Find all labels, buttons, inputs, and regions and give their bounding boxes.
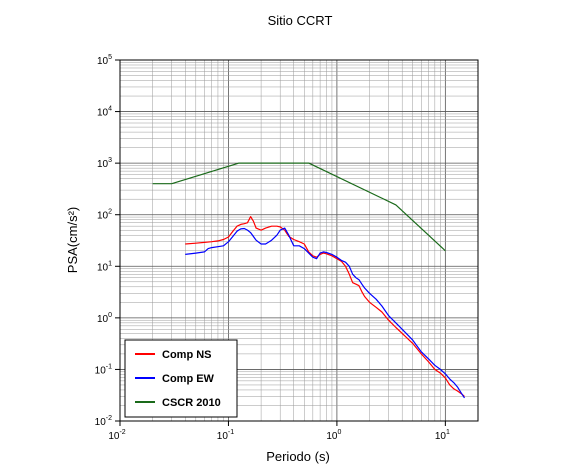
chart-title: Sitio CCRT	[268, 13, 333, 28]
y-tick-label: 102	[97, 209, 112, 222]
x-tick-label: 101	[435, 429, 450, 442]
y-tick-label: 104	[97, 106, 112, 119]
y-tick-label: 105	[97, 54, 112, 67]
y-tick-label: 101	[97, 260, 112, 273]
x-tick-label: 10-2	[108, 429, 125, 442]
y-axis-label: PSA(cm/s²)	[65, 207, 80, 273]
y-tick-label: 103	[97, 157, 112, 170]
axis-ticks: 10-2 10-1 100 101 10-2 10-1 100 101 102 103 104 105	[95, 54, 450, 442]
y-tick-label: 10-2	[95, 415, 112, 428]
legend-label: CSCR 2010	[162, 397, 221, 409]
x-axis-label: Periodo (s)	[266, 449, 330, 464]
x-tick-label: 100	[326, 429, 341, 442]
y-tick-label: 100	[97, 312, 112, 325]
series	[152, 162, 466, 399]
legend: Comp NS Comp EW CSCR 2010	[124, 339, 238, 418]
legend-label: Comp EW	[162, 373, 215, 385]
series-line-0	[185, 216, 465, 397]
x-tick-label: 10-1	[217, 429, 234, 442]
y-tick-label: 10-1	[95, 363, 112, 376]
series-line-2	[152, 162, 446, 252]
legend-label: Comp NS	[162, 349, 212, 361]
plot-frame	[119, 59, 479, 422]
series-line-1	[185, 227, 466, 399]
